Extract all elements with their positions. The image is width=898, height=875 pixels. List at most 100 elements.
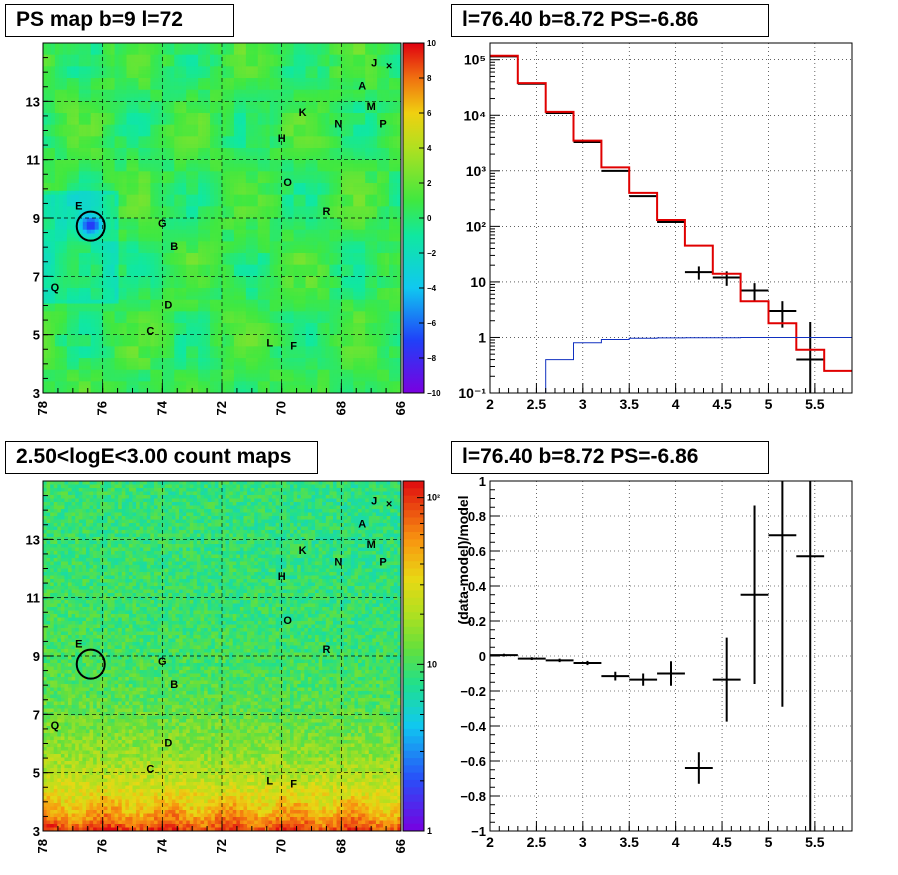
ps-map-cell [43,365,48,371]
ps-map-cell [261,50,267,56]
ps-map-cell [198,54,203,59]
ps-map-cell [249,194,255,199]
ps-map-cell [178,272,183,277]
ps-map-cell [214,113,219,118]
ps-map-cell [94,81,100,87]
ps-map-cell [98,295,104,301]
ps-map-cell [214,78,219,83]
ps-map-cell [43,385,48,390]
ps-map-cell [186,280,191,285]
ps-map-cell [253,81,259,87]
ps-map-cell [222,62,227,67]
ps-map-cell [253,198,259,203]
ps-map-cell [182,89,187,94]
ps-map-cell [158,175,163,180]
ps-map-cell [90,311,96,316]
ps-map-cell [122,381,127,386]
ps-map-cell [206,155,211,161]
ps-map-cell [253,128,259,133]
ps-map-cell [102,358,108,363]
ps-map-cell [253,179,259,184]
ps-map-cell [82,389,88,393]
ps-map-cell [162,288,167,293]
ps-map-cell [202,338,207,343]
ps-map-cell [70,163,76,168]
ps-map-cell [43,198,48,203]
ps-map-cell [126,373,131,378]
ps-map-cell [46,198,52,203]
ps-map-cell [74,326,80,332]
ps-map-cell [118,175,123,180]
ps-map-cell [210,323,215,328]
ps-map-cell [70,334,76,339]
ps-map-cell [186,116,191,122]
ps-map-cell [158,105,163,110]
ps-map-cell [202,50,207,56]
ps-map-cell [202,151,207,157]
ps-map-cell [142,307,147,312]
ps-map-cell [158,132,163,137]
ps-map-cell [222,319,227,324]
ps-map-cell [202,167,207,172]
ps-map-cell [194,155,199,161]
ps-map-cell [186,140,191,145]
ps-map-cell [118,311,123,316]
ps-map-cell [166,377,171,382]
ps-map-cell [158,81,163,87]
ps-map-cell [66,70,72,75]
ps-map-cell [225,361,231,367]
ps-map-cell [249,245,255,250]
ps-map-cell [233,389,239,393]
ps-map-cell [110,385,115,390]
ps-map-cell [46,330,52,336]
ps-map-cell [58,190,64,196]
ps-map-cell [46,358,52,363]
ps-map-cell [229,253,235,258]
ps-map-cell [166,233,171,238]
ps-map-cell [150,299,155,304]
ps-map-cell [206,369,211,374]
ps-map-cell [206,315,211,320]
ps-map-cell [134,361,139,367]
ps-map-cell [194,225,199,231]
ps-map-cell [118,319,123,324]
ps-map-cell [249,369,255,374]
ps-map-cell [118,338,123,343]
ps-map-cell [229,202,235,207]
ps-map-cell [62,369,68,374]
ps-map-cell [138,268,143,273]
ps-map-cell [126,186,131,192]
ps-map-cell [194,144,199,149]
ps-map-cell [62,354,68,359]
ps-map-cell [114,78,119,83]
ps-map-cell [78,136,84,141]
ps-map-cell [253,354,259,359]
ps-map-cell [134,323,139,328]
ps-map-cell [218,58,223,63]
ps-map-cell [122,311,127,316]
ps-map-cell [98,144,104,149]
ps-map-cell [166,163,171,168]
ps-map-cell [134,167,139,172]
ps-map-cell [166,237,171,242]
ps-map-cell [146,253,151,258]
ps-map-cell [170,291,175,297]
ps-map-cell [98,284,104,289]
ps-map-cell [46,256,52,262]
ps-map-cell [218,120,223,126]
ps-map-cell [245,229,251,234]
ps-map-cell [94,105,100,110]
ps-map-cell [158,284,163,289]
ps-map-cell [214,132,219,137]
ps-map-cell [58,256,64,262]
ps-map-cell [142,202,147,207]
ps-map-cell [182,365,187,371]
ps-map-cell [257,132,263,137]
ps-map-cell [43,179,48,184]
ps-map-cell [134,109,139,114]
ps-map-cell [158,159,163,164]
ps-map-cell [134,264,139,269]
ps-map-cell [62,307,68,312]
ps-map-cell [166,194,171,199]
ps-map-cell [74,101,80,106]
